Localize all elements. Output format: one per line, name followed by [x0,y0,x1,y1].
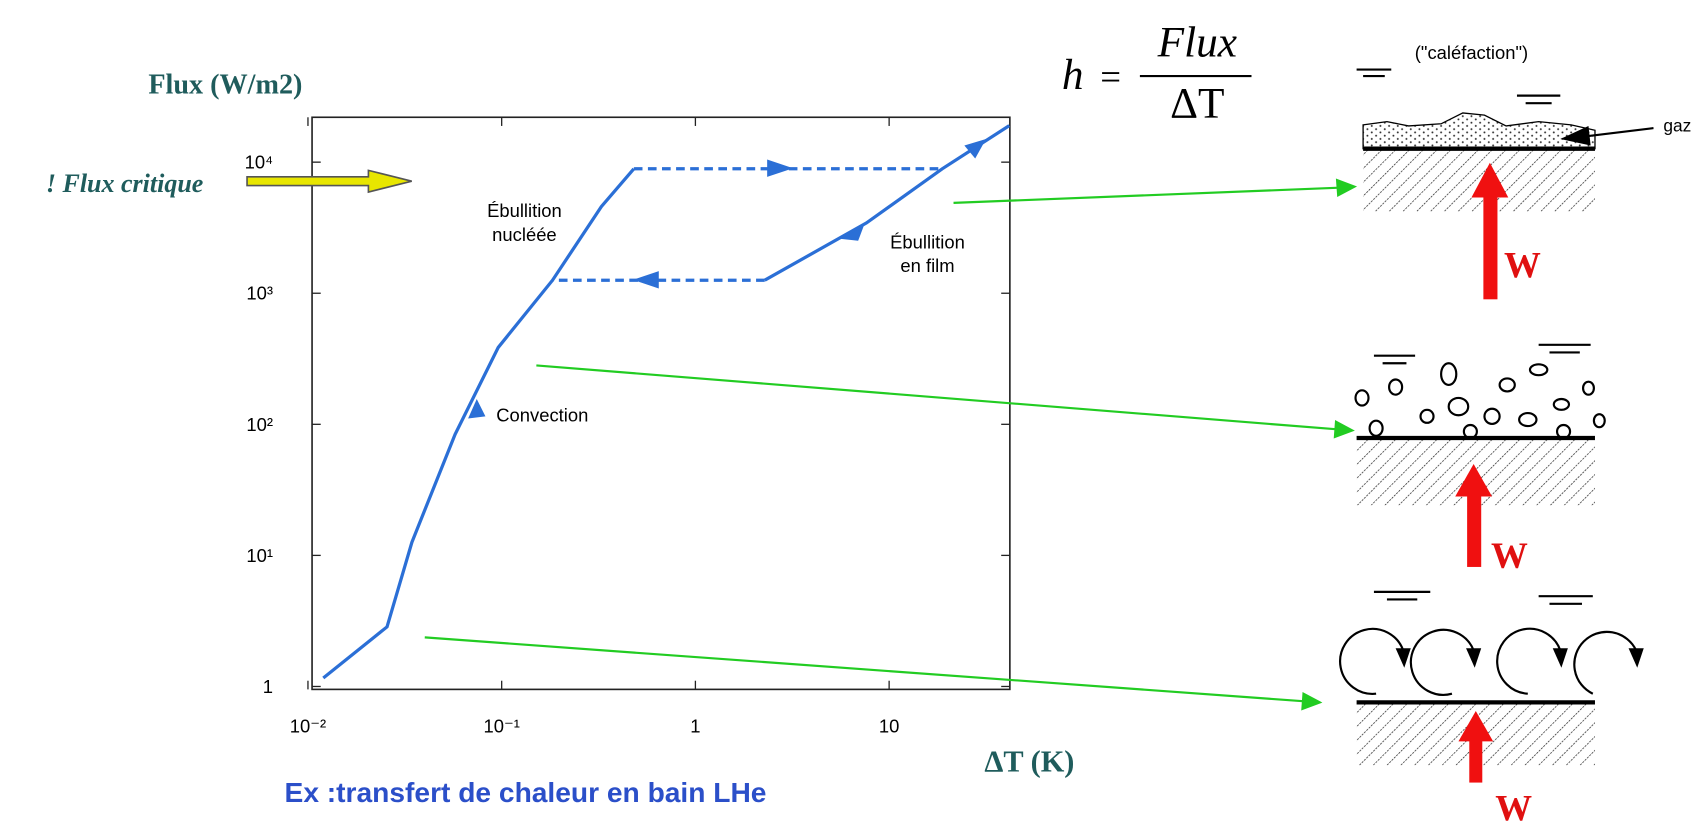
annotation: Ébullition [487,200,562,221]
y-tick-label: 10⁴ [245,152,273,173]
critical-flux-label: ! Flux critique [46,169,203,198]
plot-frame [311,116,1011,691]
convection-diagram: W [1339,590,1644,824]
annotation: Ébullition [890,231,965,252]
nucleate-boiling-diagram: W [1354,343,1606,576]
liquid-level [1373,590,1593,605]
gas-pointer [1581,127,1654,138]
y-axis-label: Flux (W/m2) [148,69,302,100]
liquid-level [1356,68,1561,105]
vapor-film [1362,112,1596,150]
x-tick-label: 10⁻² [290,716,326,737]
series-line [763,124,1011,282]
pointers [424,178,1358,711]
gas-pointer-head [1560,125,1591,146]
y-tick-label: 10³ [246,283,273,304]
series-line [322,167,636,680]
heat-arrow [1467,493,1482,567]
direction-arrows [468,138,987,419]
y-tick-label: 10² [246,414,273,435]
pointer-head [1333,420,1355,439]
heat-arrow [1483,195,1498,300]
critical-flux-arrow [246,169,412,194]
annotation: Convection [496,405,588,426]
pointer-head [1301,691,1323,711]
bubbles [1354,362,1606,440]
annotation: nucléée [492,224,556,245]
film-boiling-diagram: ("caléfaction") gaz W [1356,42,1691,300]
caption: Ex :transfert de chaleur en bain LHe [285,776,767,808]
formula-equals: = [1100,56,1121,97]
heat-arrow [1469,739,1483,783]
cell-arrows [1395,648,1644,668]
wall [1363,148,1595,212]
pointer-line [424,636,1305,703]
formula-denominator: ΔT [1170,79,1224,127]
y-tick-label: 1 [263,676,273,697]
x-tick-label: 10 [879,716,899,737]
x-axis-label: ΔT (K) [984,745,1074,779]
convection-cells [1339,627,1638,696]
heat-label: W [1495,787,1532,824]
x-tick-label: 1 [690,716,700,737]
formula-lhs: h [1062,51,1084,99]
formula-numerator: Flux [1157,19,1237,67]
annotation: en film [900,255,954,276]
y-tick-label: 10¹ [246,545,273,566]
heat-arrow-head [1458,711,1494,742]
pointer-line [536,364,1338,431]
x-tick-label: 10⁻¹ [484,716,520,737]
arrow-head [468,398,486,419]
heat-label: W [1491,535,1528,576]
calefaction-label: ("caléfaction") [1415,42,1528,63]
heat-label: W [1504,245,1541,286]
gas-label: gaz [1663,115,1691,135]
pointer-head [1335,178,1358,198]
heat-arrow-head [1471,162,1509,198]
liquid-level [1373,343,1591,365]
pointer-line [953,186,1340,204]
heat-arrow-head [1455,464,1493,497]
